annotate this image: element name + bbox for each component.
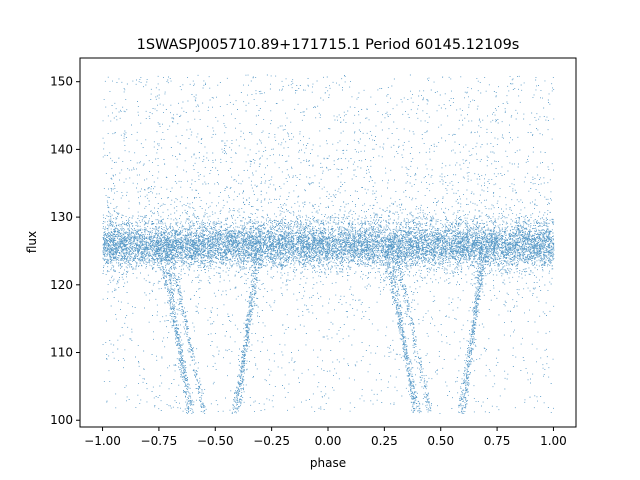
chart-title: 1SWASPJ005710.89+171715.1 Period 60145.1… [137,37,520,53]
scatter-points [102,74,555,414]
x-tick-label: −0.25 [253,434,290,448]
x-tick-label: 0.00 [315,434,342,448]
y-axis-label: flux [25,231,39,253]
y-tick-label: 150 [50,75,73,89]
x-axis: −1.00 −0.75 −0.50 −0.25 0.00 0.25 0.50 0.75 1.00 [84,427,567,448]
y-tick-label: 110 [50,346,73,360]
x-tick-label: 0.50 [427,434,454,448]
y-tick-label: 140 [50,142,73,156]
x-tick-label: 0.75 [484,434,511,448]
x-axis-label: phase [310,456,346,470]
y-axis: 100 110 120 130 140 150 [50,75,80,427]
y-tick-label: 130 [50,210,73,224]
x-tick-label: −1.00 [84,434,121,448]
y-tick-label: 120 [50,278,73,292]
x-tick-label: −0.75 [141,434,178,448]
y-tick-label: 100 [50,413,73,427]
x-tick-label: 0.25 [371,434,398,448]
x-tick-label: 1.00 [540,434,567,448]
x-tick-label: −0.50 [197,434,234,448]
data-points [102,74,555,414]
